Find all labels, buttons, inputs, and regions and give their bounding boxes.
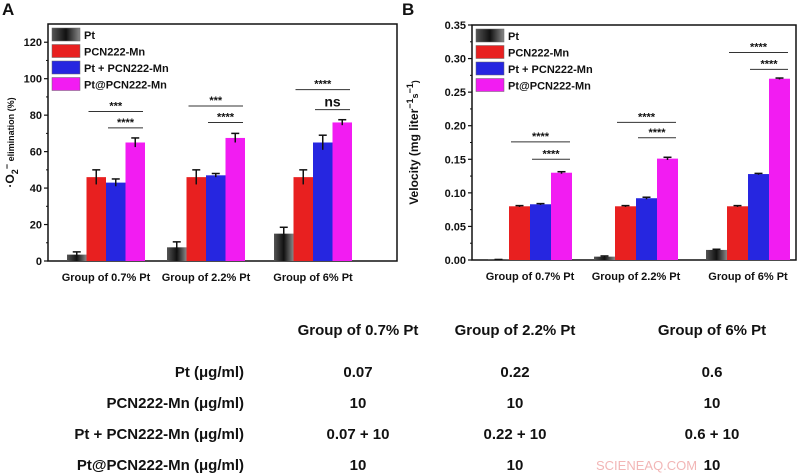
y-tick-label: 100 [24,74,42,86]
bar-pcn222-mn [86,177,106,261]
watermark: SCIENEAQ.COM [596,458,698,473]
y-tick-label: 120 [24,37,42,49]
x-category-label: Group of 6% Pt [273,272,353,284]
significance-label: *** [209,95,223,107]
table-cell: 0.6 [701,364,723,381]
table-column-header: Group of 2.2% Pt [454,322,576,339]
panel-label: B [402,0,414,19]
legend-label: Pt + PCN222-Mn [508,64,593,76]
y-tick-label: 0.10 [445,188,466,200]
y-tick-label: 0.15 [445,154,466,166]
bar-pt-pcn222-mn [313,142,333,261]
table-cell: 0.22 [500,364,530,381]
significance-label: **** [750,42,768,54]
y-tick-label: 20 [30,220,42,232]
bar-pt-pcn222-mn [551,172,572,260]
x-category-label: Group of 6% Pt [708,271,788,283]
x-category-label: Group of 2.2% Pt [162,272,251,284]
bar-pt [706,249,727,260]
y-tick-label: 60 [30,147,42,159]
legend-swatch [51,44,81,58]
table-cell: 0.6 + 10 [684,426,740,443]
significance-label: **** [532,131,550,143]
legend-label: Pt [508,31,519,43]
legend-label: PCN222-Mn [508,48,569,60]
legend-label: Pt + PCN222-Mn [84,63,169,75]
significance-label: **** [648,127,666,139]
bar-pt [167,247,187,261]
bar-pcn222-mn [615,206,636,260]
bar-pt-pcn222-mn [332,122,352,261]
legend-swatch [51,60,81,75]
y-tick-label: 40 [30,183,42,195]
legend-swatch [475,78,505,92]
y-axis-label: Velocity (mg liter−1s−1) [405,80,421,205]
chart-panel-b: B 0.00 0.05 0.10 0.15 0.20 0.25 0.30 0.35 Velocit… [402,0,797,283]
table-column-header: Group of 0.7% Pt [297,322,419,339]
significance-label: **** [217,111,235,123]
legend-label: Pt@PCN222-Mn [84,80,167,92]
bar-pt-pcn222-mn [657,158,678,260]
table-row-label: PCN222-Mn (μg/ml) [106,395,244,412]
legend-swatch [475,45,505,59]
y-tick-label: 0.35 [445,20,466,32]
table-cell: 10 [349,395,367,412]
significance-label: **** [638,111,656,123]
significance-label: **** [117,117,135,129]
table-cell: 0.22 + 10 [483,426,547,443]
table-cell: 0.07 + 10 [326,426,390,443]
table-row-label: Pt@PCN222-Mn (μg/ml) [76,457,244,474]
y-axis-label: ·O2− elimination (%) [2,97,20,187]
table-cell: 10 [506,395,524,412]
table-column-header: Group of 6% Pt [657,322,767,339]
significance-label: ns [324,94,341,110]
bar-pt-pcn222-mn [748,174,769,260]
significance-label: **** [542,148,560,160]
legend-swatch [475,61,505,76]
legend-label: Pt@PCN222-Mn [508,81,591,93]
bar-pt-pcn222-mn [106,182,126,261]
bar-pcn222-mn [509,206,530,260]
y-tick-label: 0.30 [445,54,466,66]
x-category-label: Group of 0.7% Pt [486,271,575,283]
table-cell: 10 [506,457,524,474]
bar-pt-pcn222-mn [530,204,551,260]
legend-swatch [51,27,81,42]
table-cell: 10 [703,395,721,412]
significance-label: *** [109,101,123,113]
bar-pt-pcn222-mn [769,78,790,260]
y-tick-label: 80 [30,110,42,122]
bar-pt [67,254,87,261]
bar-pt-pcn222-mn [125,142,145,261]
table-cell: 0.07 [343,364,373,381]
significance-label: **** [760,58,778,70]
x-category-label: Group of 0.7% Pt [62,272,151,284]
legend-label: PCN222-Mn [84,47,145,59]
bar-pt-pcn222-mn [225,137,245,261]
bar-pt-pcn222-mn [636,198,657,260]
x-category-label: Group of 2.2% Pt [592,271,681,283]
legend-label: Pt [84,30,95,42]
bar-pcn222-mn [293,177,313,261]
table-cell: 10 [349,457,367,474]
bar-pcn222-mn [727,206,748,260]
y-tick-label: 0.00 [445,255,466,267]
bar-pcn222-mn [186,177,206,261]
y-tick-label: 0.05 [445,221,466,233]
y-tick-label: 0 [36,256,42,268]
y-tick-label: 0.25 [445,87,466,99]
table-row-label: Pt + PCN222-Mn (μg/ml) [74,426,244,443]
legend-swatch [51,77,81,91]
significance-label: **** [314,79,332,91]
legend-swatch [475,28,505,43]
bar-pt-pcn222-mn [206,175,226,261]
bar-charts: A 0 20 40 60 80 100 120 ·O2− elimination (%) Grou… [2,0,797,284]
bar-pt [594,256,615,260]
table-row-label: Pt (μg/ml) [174,364,244,381]
bar-pt [274,233,294,261]
chart-panel-a: A 0 20 40 60 80 100 120 ·O2− elimination (%) Grou… [2,0,398,284]
y-tick-label: 0.20 [445,121,466,133]
table-cell: 10 [703,457,721,474]
panel-label: A [2,0,14,19]
